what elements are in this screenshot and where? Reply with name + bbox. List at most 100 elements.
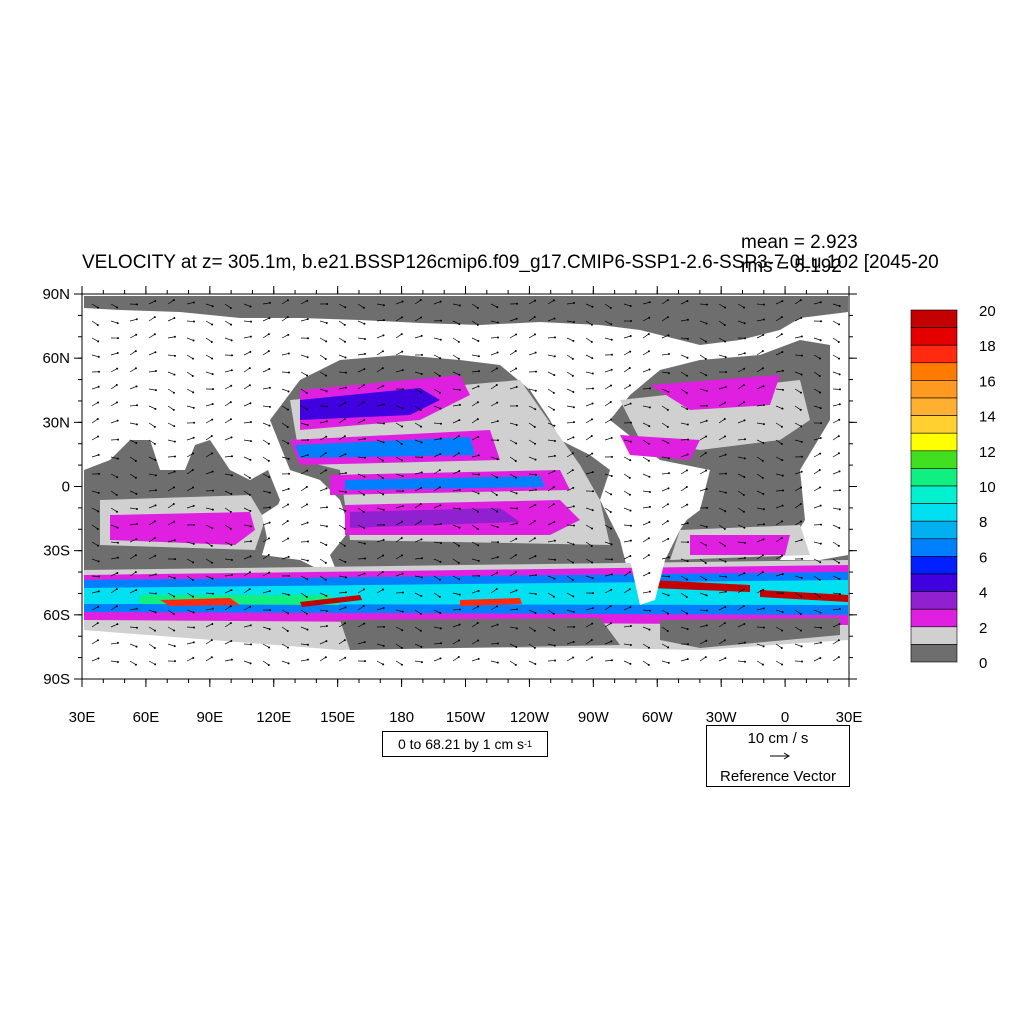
velocity-vector [680, 541, 689, 544]
velocity-vector [528, 488, 537, 492]
velocity-vector [110, 541, 119, 544]
velocity-vector [566, 354, 574, 360]
velocity-vector [490, 605, 498, 611]
velocity-vector [281, 643, 289, 649]
velocity-vector [281, 626, 289, 632]
lat-tick-label: 90S [43, 671, 70, 688]
velocity-vector [566, 656, 575, 662]
colorbar-swatch [910, 644, 958, 663]
velocity-vector [699, 575, 707, 581]
velocity-vector [319, 575, 327, 581]
velocity-vector [490, 303, 499, 309]
velocity-vector [338, 541, 346, 547]
velocity-vector [509, 571, 517, 577]
velocity-vector [433, 405, 442, 410]
velocity-vector [452, 435, 460, 441]
colorbar-swatch [910, 432, 958, 452]
south-america [610, 470, 700, 605]
velocity-vector [414, 609, 422, 615]
velocity-vector [737, 337, 746, 340]
velocity-vector [604, 384, 613, 390]
velocity-vector [547, 422, 556, 427]
velocity-vector [338, 575, 347, 579]
velocity-vector [452, 488, 461, 492]
velocity-vector [262, 590, 271, 594]
velocity-vector [262, 368, 271, 373]
velocity-vector [623, 303, 632, 308]
velocity-vector [680, 522, 689, 526]
velocity-vector [433, 592, 441, 598]
velocity-vector [243, 473, 251, 479]
velocity-vector [338, 453, 347, 458]
velocity-vector [718, 590, 727, 594]
velocity-vector [623, 367, 631, 373]
velocity-vector [167, 558, 176, 561]
velocity-vector [585, 402, 594, 407]
australia [262, 500, 330, 556]
velocity-vector [129, 439, 138, 445]
velocity-vector [338, 471, 347, 475]
velocity-vector [699, 371, 708, 377]
velocity-vector [509, 439, 518, 445]
velocity-vector [528, 573, 537, 577]
velocity-vector [509, 608, 518, 611]
velocity-vector [167, 643, 176, 648]
velocity-vector [433, 300, 442, 305]
velocity-vector [91, 472, 100, 475]
lat-tick-label: 0 [62, 479, 70, 496]
velocity-vector [623, 350, 632, 356]
velocity-vector [642, 537, 650, 543]
velocity-vector [357, 490, 365, 496]
velocity-vector [680, 575, 689, 581]
velocity-vector [642, 571, 651, 577]
velocity-vector [832, 452, 840, 458]
velocity-vector [471, 490, 480, 495]
velocity-vector [395, 554, 403, 560]
velocity-vector [91, 453, 100, 458]
velocity-vector [832, 575, 841, 580]
velocity-vector [357, 368, 366, 373]
velocity-vector [642, 554, 650, 560]
velocity-vector [718, 541, 726, 547]
velocity-vector [452, 524, 461, 529]
velocity-vector [262, 506, 271, 509]
velocity-vector [566, 469, 574, 475]
velocity-vector [490, 556, 499, 560]
velocity-vector [186, 626, 195, 629]
velocity-vector [604, 320, 613, 326]
velocity-vector [699, 388, 708, 392]
velocity-vector [224, 455, 233, 458]
velocity-vector [718, 605, 727, 611]
velocity-vector [775, 643, 783, 649]
velocity-vector [376, 538, 385, 543]
velocity-vector [414, 388, 423, 394]
velocity-vector [794, 538, 803, 543]
colorbar-swatch [910, 468, 958, 487]
velocity-vector [585, 558, 594, 564]
velocity-vector [813, 437, 822, 441]
velocity-vector [813, 452, 822, 458]
velocity-vector [110, 623, 119, 628]
velocity-vector [623, 456, 632, 462]
velocity-vector [585, 622, 594, 628]
velocity-vector [547, 486, 555, 492]
velocity-vector [775, 369, 784, 373]
velocity-vector [414, 575, 423, 579]
velocity-vector [395, 300, 404, 305]
velocity-vector [243, 605, 252, 611]
velocity-vector [623, 507, 632, 512]
velocity-vector [300, 318, 309, 322]
velocity-vector [300, 575, 309, 581]
velocity-vector [471, 354, 480, 358]
velocity-vector [281, 352, 290, 356]
velocity-vector [91, 435, 100, 441]
velocity-vector [224, 354, 233, 357]
velocity-vector [224, 401, 232, 407]
velocity-vector [414, 405, 422, 411]
velocity-vector [832, 388, 841, 391]
velocity-vector [832, 337, 840, 343]
velocity-vector [395, 537, 403, 543]
velocity-vector [262, 660, 270, 666]
velocity-vector [91, 657, 100, 662]
velocity-vector [110, 490, 118, 496]
